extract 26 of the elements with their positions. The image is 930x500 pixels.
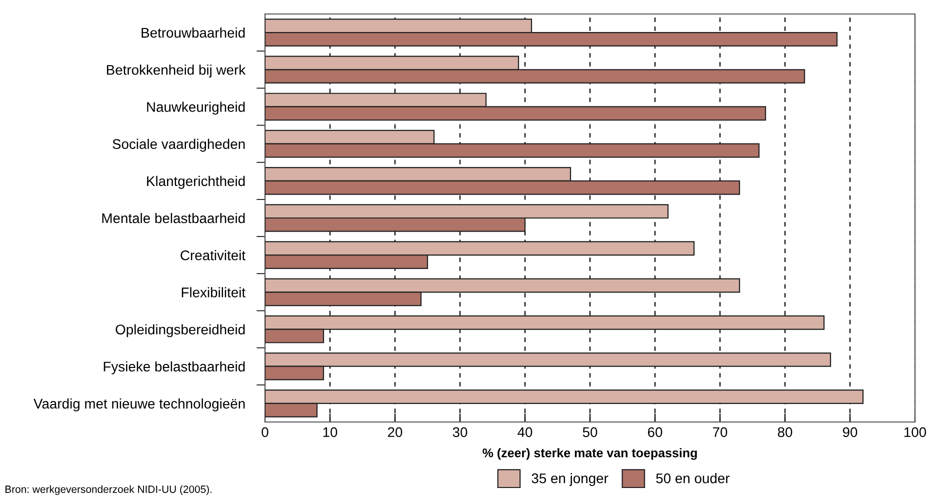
x-tick-label: 20 <box>388 427 402 438</box>
y-tick-label: Betrokkenheid bij werk <box>106 64 246 78</box>
text: Bron: werkgeversonderzoek NIDI-UU (2005). <box>6 485 212 495</box>
y-tick-label: Vaardig met nieuwe technologieën <box>34 398 245 412</box>
y-tick-label: Creativiteit <box>180 250 246 260</box>
x-tick-label: 80 <box>778 427 792 438</box>
y-tick-label: Betrouwbaarheid <box>142 28 245 38</box>
x-tick-label: 50 <box>582 427 598 438</box>
y-tick-label: Klantgerichtheid <box>147 176 245 189</box>
y-tick-label: Fysieke belastbaarheid <box>104 361 245 374</box>
y-tick-label: Mentale belastbaarheid <box>102 212 245 224</box>
x-tick-label: 30 <box>452 427 468 438</box>
x-tick-label: 40 <box>518 427 532 438</box>
x-tick-label: 100 <box>904 427 926 438</box>
x-tick-label: 70 <box>712 427 728 438</box>
x-tick-label: 0 <box>262 427 268 438</box>
y-tick-label: Flexibiliteit <box>182 287 246 298</box>
x-tick-label: 10 <box>323 427 338 438</box>
y-tick-label: Opleidingsbereidheid <box>116 324 245 338</box>
x-tick-label: 60 <box>648 427 662 438</box>
x-axis-title: % (zeer) sterke mate van toepassing <box>482 448 697 460</box>
y-tick-label: Sociale vaardigheden <box>112 138 245 152</box>
y-tick-label: Nauwkeurigheid <box>147 102 245 115</box>
legend-label: 35 en jonger <box>532 473 608 486</box>
legend-label: 50 en ouder <box>656 473 730 484</box>
x-tick-label: 90 <box>842 427 858 438</box>
